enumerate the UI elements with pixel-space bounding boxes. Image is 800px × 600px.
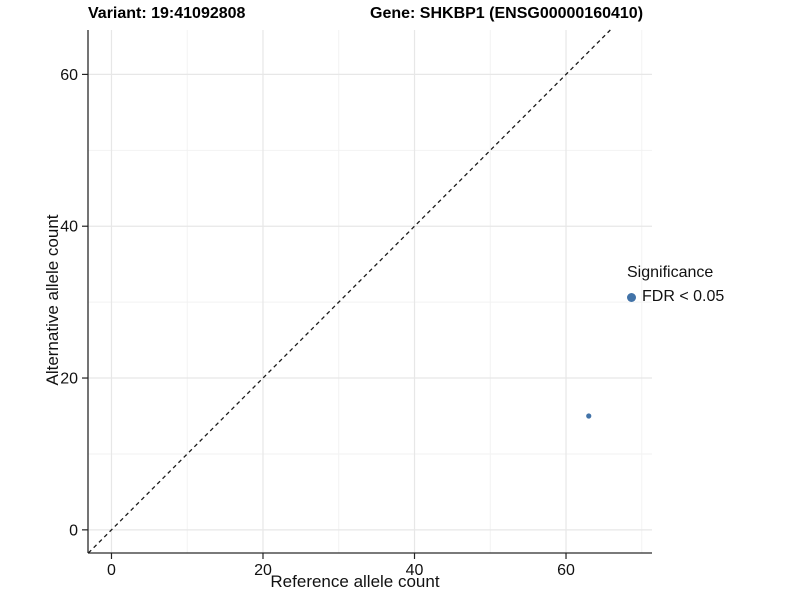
y-tick-label: 0: [69, 522, 78, 539]
x-tick-label: 0: [107, 562, 116, 579]
gridlines-minor: [88, 30, 652, 553]
x-tick-label: 20: [254, 562, 272, 579]
legend: Significance FDR < 0.05: [627, 263, 724, 306]
x-tick-labels: 0 20 40 60: [107, 562, 575, 579]
axis-lines: [87, 30, 652, 554]
y-tick-label: 40: [60, 219, 78, 236]
y-tick-labels: 0 20 40 60: [60, 67, 78, 539]
legend-point-icon: [627, 292, 636, 302]
y-tick-label: 60: [60, 67, 78, 84]
gene-title: Gene: SHKBP1 (ENSG00000160410): [370, 5, 644, 22]
variant-title: Variant: 19:41092808: [88, 5, 246, 22]
y-tick-label: 20: [60, 371, 78, 388]
identity-line: [87, 29, 611, 554]
data-points: [586, 413, 592, 419]
x-tick-label: 60: [557, 562, 575, 579]
y-axis-title: Alternative allele count: [43, 214, 62, 386]
tick-marks: [82, 73, 567, 559]
x-axis-title: Reference allele count: [270, 572, 440, 591]
gridlines-major: [88, 30, 652, 553]
data-point: [586, 413, 592, 419]
x-tick-label: 40: [406, 562, 424, 579]
legend-title: Significance: [627, 264, 714, 281]
legend-item: FDR < 0.05: [627, 288, 724, 306]
legend-item-label: FDR < 0.05: [642, 288, 725, 305]
legend-items: FDR < 0.05: [627, 288, 724, 306]
